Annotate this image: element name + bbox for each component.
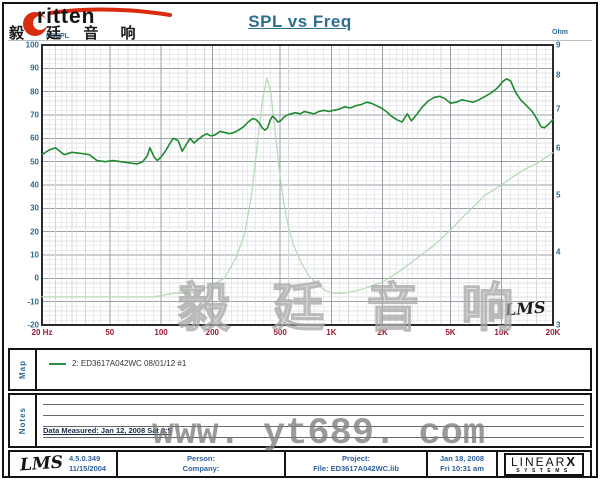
- right-axis-tick-label: 4: [556, 247, 561, 257]
- notes-rule-line: [43, 437, 584, 438]
- linearx-logo: LINEARX SYSTEMS: [503, 452, 585, 476]
- right-axis-unit-label: Ohm: [552, 29, 568, 36]
- notes-section-box: Data Measured: Jan 12, 2008 Sat 8:5: [37, 395, 590, 446]
- spl-curve: [41, 78, 554, 165]
- lms-version-date: 11/15/2004: [68, 464, 107, 473]
- right-axis-tick-label: 8: [556, 70, 561, 80]
- notes-rule-line: [43, 426, 584, 427]
- footer-date-cell: Jan 18, 2008 Fri 10:31 am: [428, 452, 498, 476]
- impedance-curve: [41, 77, 554, 298]
- file-label: File: ED3617A042WC.lib: [313, 464, 399, 473]
- left-axis-tick-label: 70: [30, 110, 39, 120]
- chinese-watermark: 毅 廷 音 响: [177, 279, 528, 339]
- right-axis-tick-label: 6: [556, 143, 561, 153]
- lms-version-block: 4.5.0.349 11/15/2004: [69, 454, 106, 474]
- left-axis-tick-label: 50: [30, 157, 39, 167]
- linearx-systems-text: SYSTEMS: [516, 467, 572, 474]
- x-axis-tick-label: 2K: [377, 328, 388, 337]
- left-axis-tick-label: 40: [30, 180, 39, 190]
- x-axis-tick-label: 20 Hz: [31, 328, 53, 337]
- right-axis-tick-label: 7: [556, 104, 561, 114]
- eritten-logo: [10, 4, 180, 42]
- x-axis-tick-label: 500: [273, 328, 287, 337]
- footer-lms-cell: LMS 4.5.0.349 11/15/2004: [10, 452, 118, 476]
- left-axis-tick-label: 20: [30, 227, 39, 237]
- x-axis-tick-label: 200: [205, 328, 220, 337]
- right-axis-tick-label: 9: [556, 40, 561, 50]
- left-axis-tick-label: 100: [25, 40, 39, 50]
- print-date: Jan 18, 2008: [439, 454, 485, 463]
- x-axis-tick-label: 20K: [545, 328, 561, 337]
- header-divider: [8, 40, 592, 41]
- footer-person-cell: Person: Company:: [118, 452, 286, 476]
- map-section-sidebar: Map: [10, 350, 37, 389]
- x-axis-tick-label: 1K: [326, 328, 337, 337]
- left-axis-tick-label: 0: [34, 273, 39, 283]
- x-axis-tick-label: 10K: [494, 328, 510, 337]
- legend-line-swatch: [49, 362, 66, 365]
- project-label: Project:: [342, 454, 370, 463]
- logo-wordmark: ritten: [37, 5, 96, 28]
- person-label: Person:: [187, 454, 215, 463]
- right-axis-tick-label: 5: [556, 190, 561, 200]
- right-axis-tick-label: 3: [556, 320, 561, 330]
- print-time: Fri 10:31 am: [440, 464, 484, 473]
- logo-swoosh-icon: [23, 7, 172, 36]
- data-measured-text: Data Measured: Jan 12, 2008 Sat 8:5: [43, 426, 172, 435]
- notes-section-sidebar: Notes: [10, 395, 37, 446]
- x-axis-tick-label: 5K: [445, 328, 456, 337]
- left-axis-tick-label: 10: [30, 250, 39, 260]
- left-axis-tick-label: 80: [30, 87, 39, 97]
- legend-item: 2: ED3617A042WC 08/01/12 #1: [49, 359, 186, 368]
- left-axis-tick-label: 30: [30, 203, 39, 213]
- x-axis-tick-label: 50: [105, 328, 115, 337]
- left-axis-tick-label: -10: [27, 297, 39, 307]
- lms-version: 4.5.0.349: [68, 454, 101, 463]
- left-axis-tick-label: 60: [30, 133, 39, 143]
- map-section: Map 2: ED3617A042WC 08/01/12 #1: [8, 348, 592, 391]
- logo-chinese-text: 毅 廷 音 响: [9, 25, 145, 42]
- left-axis-tick-label: 90: [30, 63, 39, 73]
- company-label: Company:: [182, 464, 220, 473]
- notes-rule-line: [43, 404, 584, 405]
- linearx-wordmark: LINEAR: [510, 454, 567, 469]
- notes-section: Notes Data Measured: Jan 12, 2008 Sat 8:…: [8, 393, 592, 448]
- notes-rule-line: [43, 415, 584, 416]
- map-section-box: 2: ED3617A042WC 08/01/12 #1: [37, 350, 590, 389]
- footer-linearx-cell: LINEARX SYSTEMS: [498, 452, 590, 476]
- x-axis-tick-label: 100: [154, 328, 168, 337]
- footer-project-cell: Project: File: ED3617A042WC.lib: [286, 452, 428, 476]
- left-axis-unit-label: dBSPL: [46, 33, 69, 40]
- chart-title: SPL vs Freq: [248, 12, 352, 31]
- linearx-x: X: [566, 453, 578, 469]
- legend-label: 2: ED3617A042WC 08/01/12 #1: [72, 359, 187, 368]
- left-axis-tick-label: -20: [27, 320, 39, 330]
